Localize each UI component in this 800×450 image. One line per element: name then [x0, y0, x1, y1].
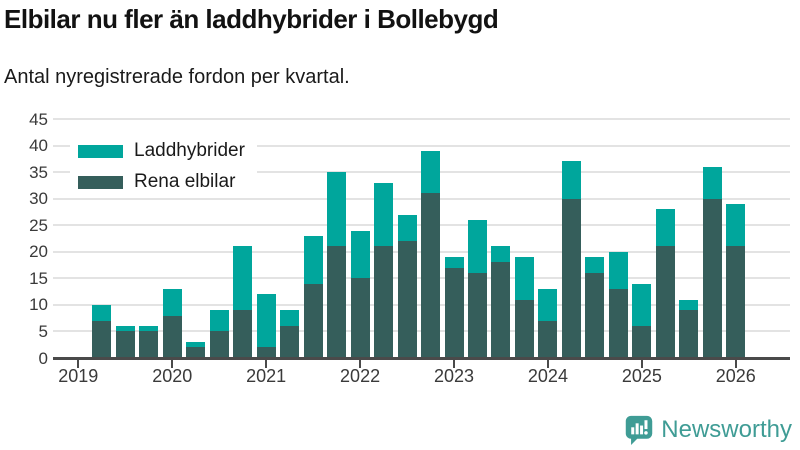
newsworthy-logo-text: Newsworthy [661, 415, 792, 443]
bar-segment-rena-elbilar [303, 283, 323, 358]
bar-segment-rena-elbilar [655, 246, 675, 358]
bar-segment-rena-elbilar [256, 347, 276, 358]
bar-segment-rena-elbilar [233, 310, 253, 358]
y-axis-label: 5 [38, 321, 48, 341]
bar-segment-laddhybrider [280, 310, 300, 327]
bar-segment-laddhybrider [561, 161, 581, 199]
bar-segment-rena-elbilar [538, 320, 558, 358]
bar-segment-rena-elbilar [139, 331, 159, 358]
bar-segment-laddhybrider [303, 235, 323, 284]
legend: Laddhybrider Rena elbilar [70, 138, 257, 200]
y-axis-label: 30 [29, 189, 48, 209]
bar-segment-laddhybrider [139, 326, 159, 332]
x-axis-line [53, 357, 790, 360]
bar-segment-laddhybrider [726, 203, 746, 247]
bar-segment-rena-elbilar [350, 278, 370, 358]
bar-segment-rena-elbilar [92, 320, 112, 358]
bar-segment-laddhybrider [702, 166, 722, 199]
bar-segment-rena-elbilar [702, 198, 722, 358]
bar-segment-laddhybrider [92, 304, 112, 321]
chart-title: Elbilar nu fler än laddhybrider i Bolleb… [4, 4, 499, 34]
newsworthy-logo[interactable]: Newsworthy [624, 414, 792, 445]
x-axis-tick [734, 360, 737, 368]
x-axis-label: 2019 [58, 366, 99, 386]
x-axis-tick [359, 360, 362, 368]
bar-segment-laddhybrider [397, 214, 417, 242]
bar-segment-laddhybrider [350, 230, 370, 279]
bar-segment-rena-elbilar [632, 326, 652, 358]
bar-segment-laddhybrider [186, 342, 206, 348]
bar-segment-laddhybrider [608, 251, 628, 289]
bar-segment-rena-elbilar [491, 262, 511, 358]
bar-segment-rena-elbilar [280, 326, 300, 358]
x-axis-tick [77, 360, 80, 368]
y-axis-label: 35 [29, 162, 48, 182]
bar-segment-rena-elbilar [444, 267, 464, 358]
x-axis-label: 2021 [246, 366, 287, 386]
x-axis-label: 2026 [715, 366, 756, 386]
gridline-y-40 [53, 144, 790, 147]
y-axis-label: 25 [29, 215, 48, 235]
x-axis-label: 2020 [152, 366, 193, 386]
x-axis-tick [546, 360, 549, 368]
bar-segment-rena-elbilar [374, 246, 394, 358]
bar-segment-laddhybrider [327, 172, 347, 247]
gridline-y-45 [53, 118, 790, 120]
laddhybrider-swatch [78, 144, 123, 158]
x-axis-label: 2025 [621, 366, 662, 386]
bar-segment-rena-elbilar [467, 273, 487, 358]
bar-segment-rena-elbilar [421, 193, 441, 358]
bar-segment-rena-elbilar [115, 331, 135, 358]
bar-chart-speech-bubble-icon [624, 414, 654, 445]
bar-segment-rena-elbilar [397, 241, 417, 358]
y-axis-label: 10 [29, 295, 48, 315]
legend-item-laddhybrider: Laddhybrider [70, 138, 257, 164]
bar-segment-rena-elbilar [679, 310, 699, 358]
bar-segment-laddhybrider [444, 257, 464, 268]
bar-segment-rena-elbilar [726, 246, 746, 358]
x-axis-tick [265, 360, 268, 368]
bar-segment-rena-elbilar [327, 246, 347, 358]
bar-segment-laddhybrider [632, 283, 652, 327]
x-axis-tick [640, 360, 643, 368]
bar-segment-laddhybrider [679, 299, 699, 311]
bar-segment-laddhybrider [162, 288, 182, 316]
y-axis-label: 20 [29, 242, 48, 262]
y-axis-label: 0 [38, 348, 48, 368]
x-axis-tick [453, 360, 456, 368]
bar-segment-rena-elbilar [561, 198, 581, 358]
bar-segment-laddhybrider [115, 326, 135, 332]
legend-label-rena-elbilar: Rena elbilar [134, 171, 242, 193]
legend-label-laddhybrider: Laddhybrider [134, 140, 251, 162]
bar-segment-rena-elbilar [209, 331, 229, 358]
bar-segment-laddhybrider [585, 257, 605, 273]
bar-segment-laddhybrider [209, 310, 229, 332]
bar-segment-laddhybrider [514, 257, 534, 300]
bar-segment-rena-elbilar [585, 273, 605, 358]
bar-segment-laddhybrider [655, 209, 675, 247]
x-axis-label: 2023 [433, 366, 475, 386]
x-axis-label: 2022 [340, 366, 381, 386]
chart-subtitle: Antal nyregistrerade fordon per kvartal. [4, 66, 350, 88]
rena-elbilar-swatch [78, 175, 123, 189]
y-axis-label: 15 [29, 268, 48, 288]
bar-segment-rena-elbilar [608, 288, 628, 358]
bar-segment-laddhybrider [256, 294, 276, 348]
bar-segment-laddhybrider [233, 246, 253, 311]
bar-segment-rena-elbilar [186, 347, 206, 358]
bar-segment-laddhybrider [491, 246, 511, 263]
bar-segment-laddhybrider [467, 219, 487, 274]
legend-item-rena-elbilar: Rena elbilar [70, 169, 257, 195]
bar-segment-rena-elbilar [162, 315, 182, 358]
bar-segment-laddhybrider [538, 288, 558, 321]
y-axis-label: 40 [29, 136, 48, 156]
bar-segment-laddhybrider [421, 150, 441, 194]
bar-segment-laddhybrider [374, 182, 394, 247]
y-axis-label: 45 [29, 109, 48, 129]
x-axis-label: 2024 [527, 366, 568, 386]
x-axis-tick [171, 360, 174, 368]
bar-segment-rena-elbilar [514, 299, 534, 358]
